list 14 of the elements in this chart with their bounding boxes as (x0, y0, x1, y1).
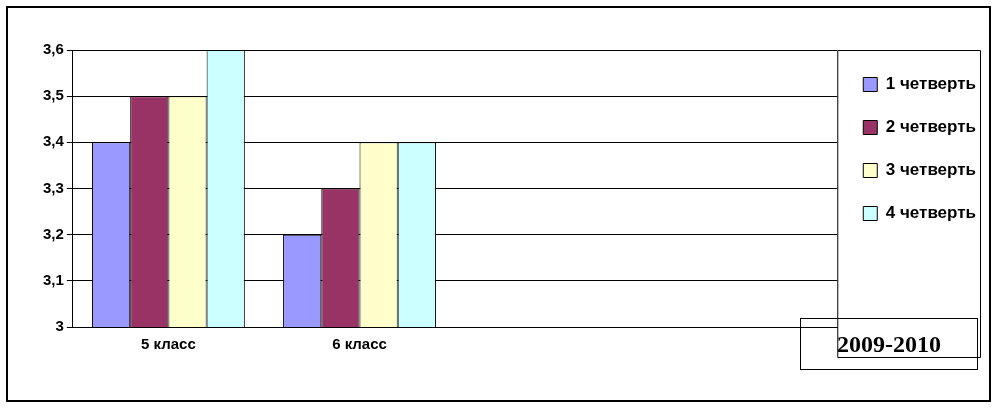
x-tick-label: 6 класс (332, 335, 387, 353)
y-tick-label: 3,3 (42, 178, 64, 196)
y-tick-label: 3,2 (42, 224, 64, 242)
legend-label: 1 четверть (885, 74, 977, 94)
y-tick-label: 3 (55, 317, 64, 335)
x-tick-label: 5 класс (141, 335, 196, 353)
y-tick-label: 3,1 (42, 270, 64, 288)
y-tick-label: 3,6 (42, 40, 64, 58)
legend-label: 4 четверть (885, 203, 977, 223)
legend-label: 2 четверть (885, 117, 977, 137)
text: 2009-2010 (800, 318, 978, 370)
y-tick-label: 3,5 (42, 86, 64, 104)
legend-label: 3 четверть (885, 160, 977, 180)
y-tick-label: 3,4 (42, 132, 65, 150)
